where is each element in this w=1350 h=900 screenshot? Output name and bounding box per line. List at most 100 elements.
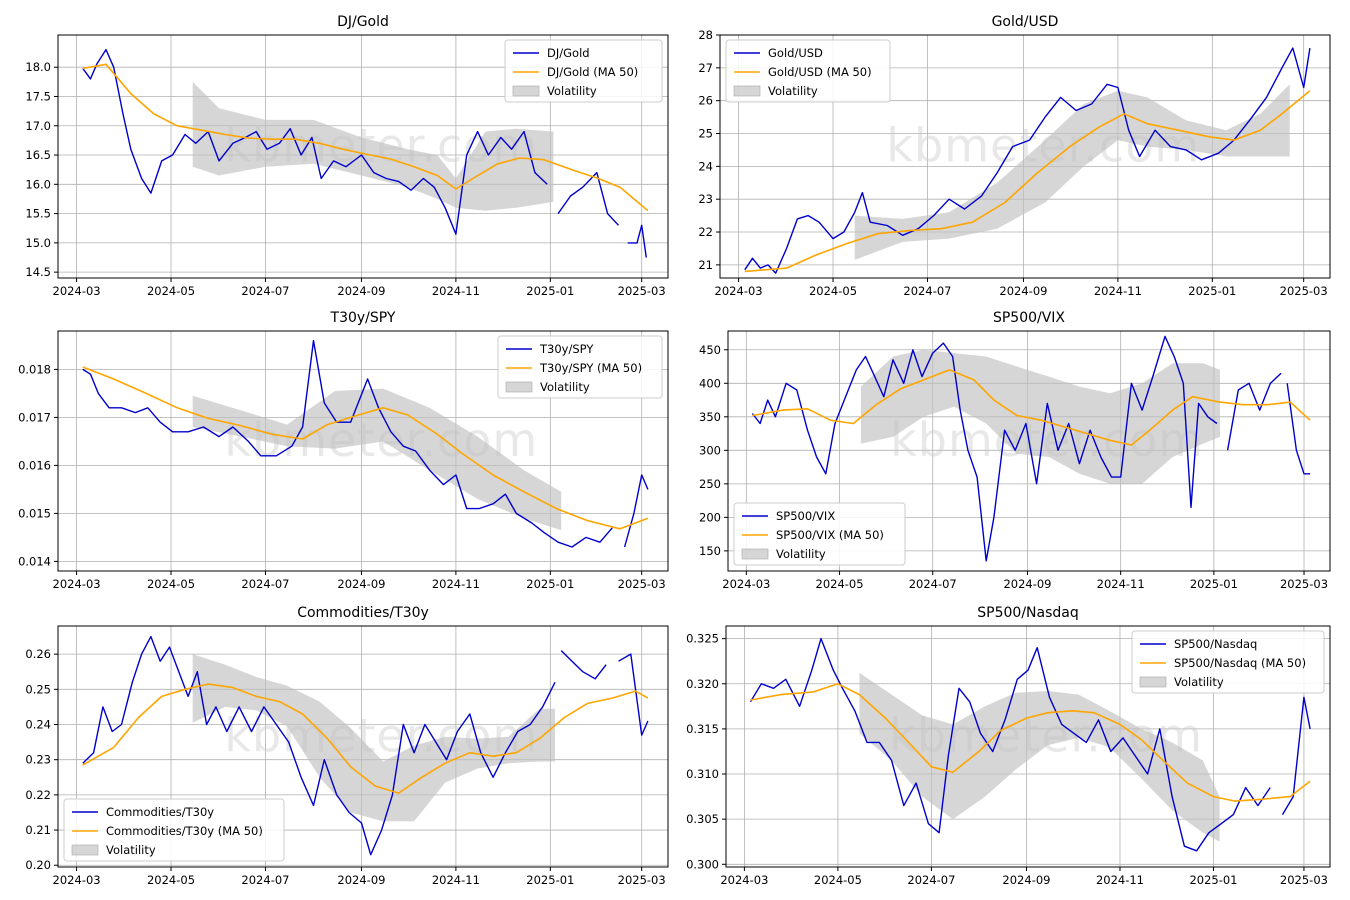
y-tick-label: 26 <box>698 94 713 108</box>
y-tick-label: 0.310 <box>686 767 719 781</box>
y-tick-label: 16.0 <box>25 177 51 191</box>
y-tick-label: 28 <box>698 28 713 42</box>
x-tick-label: 2024-05 <box>147 873 195 887</box>
legend-label: Gold/USD <box>768 46 823 60</box>
x-tick-label: 2024-07 <box>241 577 289 591</box>
axes-frame <box>57 625 669 868</box>
legend-label: Volatility <box>768 84 818 98</box>
chart-title: DJ/Gold <box>337 14 389 30</box>
y-tick-label: 24 <box>698 159 713 173</box>
series-line-ma <box>82 683 649 794</box>
volatility-band <box>860 349 1220 484</box>
x-tick-label: 2025-01 <box>526 873 574 887</box>
series-line-raw <box>82 635 649 856</box>
y-tick-label: 350 <box>699 410 721 424</box>
series-line-ma <box>752 369 1311 446</box>
x-tick-label: 2024-03 <box>53 284 101 298</box>
chart-panel-1: kbmeter.com2024-032024-052024-072024-092… <box>25 14 669 298</box>
series-line-ma <box>82 366 649 530</box>
legend: SP500/VIX SP500/VIX (MA 50) Volatility <box>733 502 906 566</box>
x-tick-label: 2025-03 <box>618 284 666 298</box>
legend-label: Volatility <box>540 380 590 394</box>
x-tick-label: 2025-01 <box>526 577 574 591</box>
y-tick-label: 25 <box>698 127 713 141</box>
y-tick-label: 17.0 <box>25 119 51 133</box>
x-tick-label: 2024-03 <box>53 577 101 591</box>
y-tick-label: 0.015 <box>18 506 51 520</box>
volatility-band <box>192 81 554 211</box>
y-tick-label: 22 <box>698 225 713 239</box>
volatility-band <box>192 654 555 822</box>
y-tick-label: 0.017 <box>18 410 51 424</box>
volatility-band <box>859 672 1220 842</box>
series-line-raw <box>751 335 1311 562</box>
legend-box <box>733 502 906 566</box>
volatility-band <box>854 84 1290 260</box>
axes-frame <box>727 330 1331 572</box>
series-line-raw <box>82 339 649 548</box>
legend-swatch-volatility <box>1139 676 1167 688</box>
y-tick-label: 150 <box>699 544 721 558</box>
x-tick-label: 2025-01 <box>1189 873 1237 887</box>
legend-label: T30y/SPY (MA 50) <box>539 361 642 375</box>
x-tick-label: 2025-03 <box>1280 873 1328 887</box>
x-tick-label: 2024-07 <box>241 873 289 887</box>
x-tick-label: 2024-07 <box>907 873 955 887</box>
series-line-ma <box>82 63 649 212</box>
axes-frame <box>725 625 1331 868</box>
chart-panel-6: kbmeter.com2024-032024-052024-072024-092… <box>686 605 1331 887</box>
x-tick-label: 2024-11 <box>1097 577 1145 591</box>
y-tick-label: 250 <box>699 477 721 491</box>
chart-title: T30y/SPY <box>330 310 396 326</box>
y-tick-label: 0.26 <box>25 647 51 661</box>
legend-swatch-volatility <box>733 85 761 97</box>
x-tick-label: 2024-03 <box>720 873 768 887</box>
legend: DJ/Gold DJ/Gold (MA 50) Volatility <box>504 39 663 103</box>
axes-frame <box>719 34 1331 279</box>
legend-box <box>497 335 663 399</box>
x-tick-label: 2024-09 <box>337 284 385 298</box>
legend-label: Volatility <box>1174 675 1224 689</box>
y-tick-label: 15.0 <box>25 236 51 250</box>
x-tick-label: 2024-09 <box>999 284 1047 298</box>
x-tick-label: 2024-09 <box>1002 873 1050 887</box>
legend-swatch-volatility <box>505 381 533 393</box>
y-tick-label: 0.320 <box>686 677 719 691</box>
legend: Commodities/T30y Commodities/T30y (MA 50)… <box>63 798 285 862</box>
legend-swatch-volatility <box>741 548 769 560</box>
legend-box <box>725 39 891 103</box>
x-tick-label: 2024-11 <box>432 873 480 887</box>
legend-swatch-volatility <box>512 85 540 97</box>
x-tick-label: 2024-03 <box>722 577 770 591</box>
legend-swatch-volatility <box>71 844 99 856</box>
x-tick-label: 2024-11 <box>432 577 480 591</box>
x-tick-label: 2024-11 <box>1094 284 1142 298</box>
x-tick-label: 2025-01 <box>526 284 574 298</box>
y-tick-label: 450 <box>699 343 721 357</box>
y-tick-label: 23 <box>698 192 713 206</box>
legend-label: DJ/Gold (MA 50) <box>547 65 638 79</box>
y-tick-label: 400 <box>699 376 721 390</box>
series-line-ma <box>744 90 1311 273</box>
x-tick-label: 2024-05 <box>147 577 195 591</box>
legend-label: Volatility <box>776 547 826 561</box>
chart-panel-4: kbmeter.com2024-032024-052024-072024-092… <box>699 310 1331 591</box>
legend-label: SP500/VIX <box>776 509 835 523</box>
legend-box <box>63 798 285 862</box>
legend-label: SP500/Nasdaq (MA 50) <box>1174 656 1306 670</box>
legend: SP500/Nasdaq SP500/Nasdaq (MA 50) Volatili… <box>1131 630 1325 694</box>
y-tick-label: 300 <box>699 443 721 457</box>
x-tick-label: 2024-07 <box>241 284 289 298</box>
chart-panel-3: kbmeter.com2024-032024-052024-072024-092… <box>18 310 669 591</box>
x-tick-label: 2024-07 <box>903 284 951 298</box>
y-tick-label: 0.305 <box>686 812 719 826</box>
x-tick-label: 2024-07 <box>909 577 957 591</box>
legend-label: Volatility <box>106 843 156 857</box>
legend-label: Commodities/T30y (MA 50) <box>106 824 263 838</box>
x-tick-label: 2024-05 <box>814 873 862 887</box>
legend: T30y/SPY T30y/SPY (MA 50) Volatility <box>497 335 663 399</box>
legend-label: Gold/USD (MA 50) <box>768 65 872 79</box>
x-tick-label: 2025-01 <box>1188 284 1236 298</box>
y-tick-label: 17.5 <box>25 89 51 103</box>
chart-title: Commodities/T30y <box>297 605 429 621</box>
